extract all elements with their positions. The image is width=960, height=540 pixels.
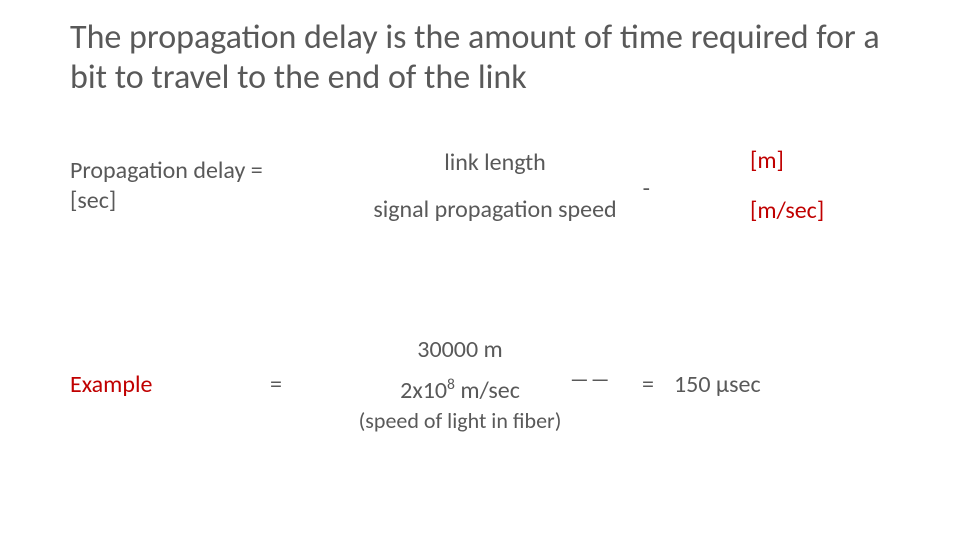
formula-lhs-line2: [sec] <box>70 186 116 215</box>
example-equals-1: = <box>270 370 310 399</box>
formula-block: Propagation delay = [sec] link length - … <box>70 145 900 227</box>
formula-rhs: link length - signal propagation speed <box>320 148 670 224</box>
example-equals-2: = <box>628 370 668 399</box>
formula-minus: - <box>643 174 650 203</box>
slide-title: The propagation delay is the amount of t… <box>70 18 900 98</box>
example-label: Example <box>70 370 270 399</box>
example-fraction: 30000 m ―― 2x108 m/sec (speed of light i… <box>310 335 610 434</box>
formula-numerator: link length <box>320 148 670 177</box>
example-block: Example = 30000 m ―― 2x108 m/sec (speed … <box>70 335 900 434</box>
example-denominator: 2x108 m/sec <box>310 376 610 405</box>
example-numerator: 30000 m <box>310 335 610 364</box>
example-note: (speed of light in fiber) <box>310 407 610 434</box>
slide: The propagation delay is the amount of t… <box>0 0 960 540</box>
example-fraction-line: ―― <box>569 365 610 394</box>
example-result: 150 μsec <box>674 370 761 399</box>
unit-top: [m] <box>750 145 824 177</box>
unit-bottom: [m/sec] <box>750 195 824 227</box>
formula-lhs-line1: Propagation delay = <box>70 156 263 185</box>
unit-spacer <box>750 177 824 195</box>
formula-lhs: Propagation delay = [sec] <box>70 156 320 216</box>
formula-units: [m] [m/sec] <box>750 145 824 227</box>
formula-denominator: signal propagation speed <box>320 195 670 224</box>
